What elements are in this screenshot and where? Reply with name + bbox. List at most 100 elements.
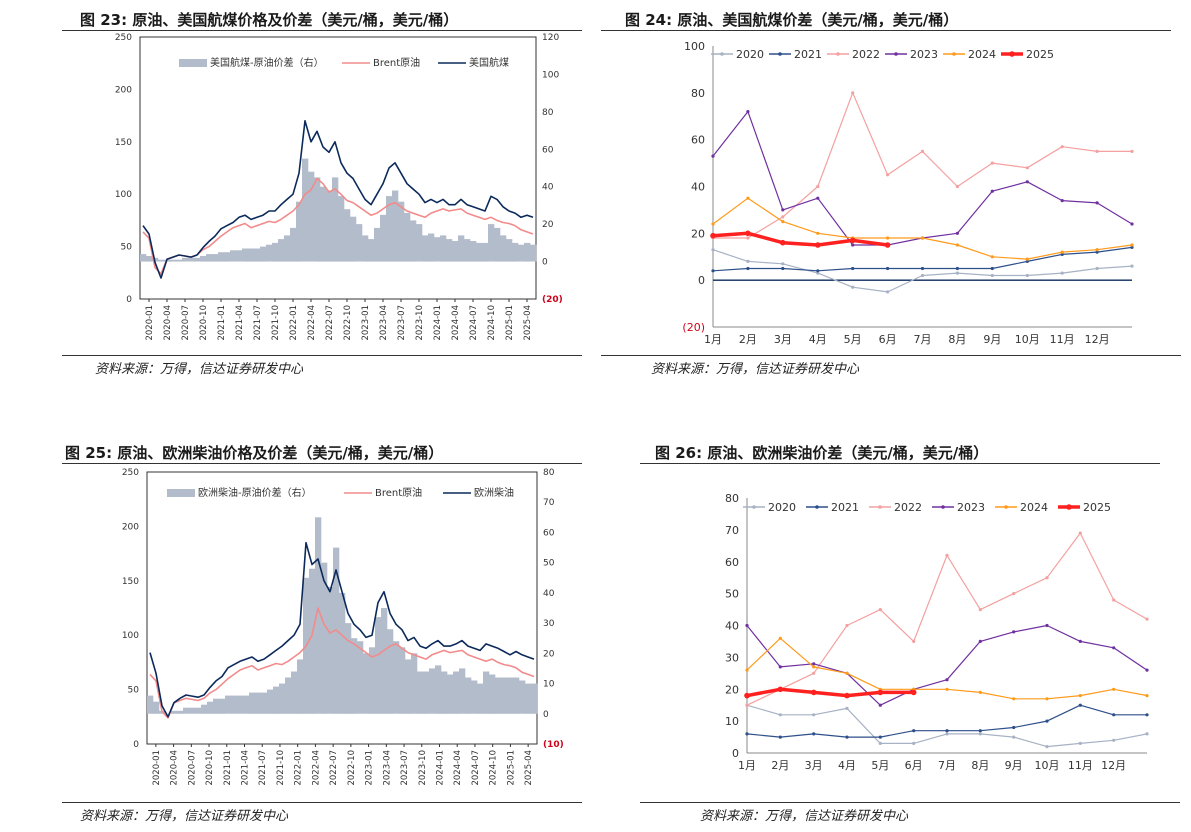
spread-bar [225,695,232,714]
x-tick-label: 2024-10 [489,750,499,786]
legend-marker [941,505,945,509]
spread-bar [272,242,279,262]
series-line-欧洲柴油 [149,541,535,718]
legend-label: 2022 [894,501,922,514]
spread-bar [224,252,231,262]
series-marker [851,285,855,289]
series-marker [816,184,820,189]
title-rule [62,30,582,31]
month-label: 11月 [1050,333,1075,346]
series-marker [978,608,982,612]
series-marker [1095,149,1099,153]
series-marker [912,729,916,733]
x-tick-label: 2023-07 [397,305,407,341]
spread-bar [458,235,465,262]
spread-bar [428,233,435,262]
series-marker [945,687,949,691]
series-marker [1078,639,1082,643]
right-tick-label: (20) [542,295,563,305]
month-label: 4月 [838,759,856,772]
spread-bar [344,209,351,262]
right-tick-label: 20 [543,649,555,659]
x-tick-label: 2023-04 [382,750,392,786]
legend-label: 2022 [852,48,880,61]
y-tick-label: 80 [691,87,705,100]
spread-bar [183,707,190,714]
series-marker [778,665,782,669]
month-label: 12月 [1101,759,1126,772]
series-marker [978,639,982,643]
source-note: 资料来源：万得，信达证券研发中心 [95,362,304,377]
right-tick-label: 40 [543,589,555,599]
series-marker [812,665,816,669]
y-tick-label: 70 [725,524,739,537]
series-marker [746,236,750,240]
right-tick-label: 60 [543,528,555,538]
source-rule [640,802,1180,803]
chart-title: 图 25: 原油、欧洲柴油价格及价差（美元/桶，美元/桶） [65,444,444,462]
spread-bar [368,239,375,262]
series-marker [1112,738,1116,742]
spread-bar [416,224,423,262]
right-tick-label: 70 [543,498,555,508]
x-tick-label: 2022-01 [289,305,299,341]
series-marker [845,735,849,739]
series-marker [810,689,817,696]
series-marker [886,173,890,177]
series-marker [745,230,751,237]
series-marker [816,196,820,200]
month-label: 6月 [905,759,923,772]
series-marker [1012,735,1016,739]
source-note: 资料来源：万得，信达证券研发中心 [651,362,860,377]
series-marker [878,741,882,745]
month-label: 4月 [809,333,827,346]
x-tick-label: 2024-01 [436,750,446,786]
spread-bar [279,683,286,714]
series-marker [1095,250,1099,254]
legend-swatch-bar [179,59,207,67]
x-tick-label: 2023-04 [379,305,389,341]
month-label: 2月 [739,333,757,346]
spread-bar [500,235,507,262]
x-tick-label: 2022-04 [307,305,317,341]
right-tick-label: 120 [542,33,559,43]
series-marker [1095,266,1099,271]
spread-bar [417,671,424,714]
series-line-2024 [712,197,1133,260]
spread-bar [182,257,189,262]
spread-bar [291,671,298,714]
series-marker [1060,252,1064,256]
spread-bar [158,259,165,262]
left-tick-label: 200 [122,522,139,532]
right-tick-label: 0 [542,258,548,268]
spread-bar [177,710,184,714]
legend-label: 美国航煤 [469,56,509,69]
spread-bar [338,196,345,262]
series-marker [1060,145,1064,149]
y-tick-label: 0 [698,274,705,287]
right-tick-label: 60 [542,145,554,155]
spread-bar [153,701,160,714]
left-tick-label: 150 [122,577,139,587]
spread-bar [207,701,214,714]
spread-bar [327,586,334,714]
x-tick-label: 2024-10 [487,305,497,341]
x-tick-label: 2022-01 [294,750,304,786]
x-tick-label: 2021-10 [271,305,281,341]
spread-bar [219,698,226,714]
spread-bar [483,671,490,714]
series-marker [978,729,982,733]
spread-bar [273,686,280,714]
right-tick-label: 40 [542,183,554,193]
series-marker [845,623,849,628]
series-marker [1095,201,1099,205]
spread-bar [434,237,441,262]
series-marker [1025,257,1029,261]
series-marker [1112,713,1116,717]
legend-marker [778,52,782,56]
series-marker [780,239,786,246]
spread-bar [297,659,304,714]
series-marker [1130,264,1134,268]
x-tick-label: 2020-04 [163,305,173,341]
left-tick-label: 0 [126,295,132,305]
